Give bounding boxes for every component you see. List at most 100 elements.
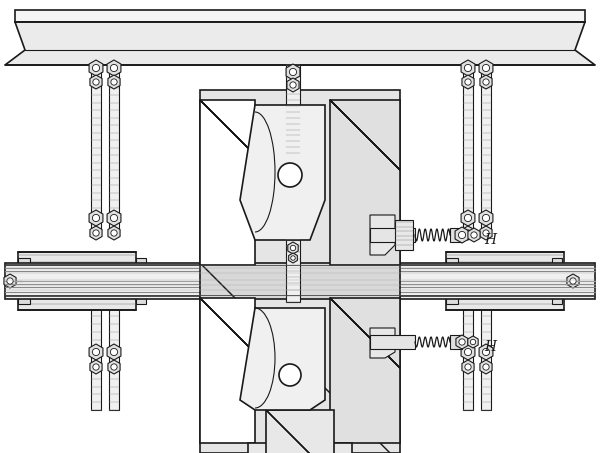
Bar: [446, 258, 458, 304]
Bar: [450, 228, 462, 242]
Polygon shape: [15, 10, 585, 22]
Circle shape: [289, 68, 296, 76]
Bar: [248, 443, 352, 453]
Bar: [91, 285, 101, 410]
Circle shape: [290, 246, 296, 251]
Circle shape: [464, 64, 472, 72]
Circle shape: [111, 79, 117, 85]
Circle shape: [7, 278, 13, 284]
Polygon shape: [287, 78, 299, 92]
Polygon shape: [468, 336, 478, 348]
Circle shape: [464, 214, 472, 222]
Circle shape: [93, 230, 99, 236]
Bar: [91, 65, 101, 230]
Polygon shape: [480, 75, 492, 89]
Circle shape: [465, 364, 471, 370]
Polygon shape: [480, 226, 492, 240]
Polygon shape: [461, 210, 475, 226]
Circle shape: [110, 348, 118, 356]
Polygon shape: [90, 360, 102, 374]
Bar: [370, 335, 415, 349]
Circle shape: [465, 79, 471, 85]
Circle shape: [471, 232, 477, 238]
Bar: [5, 263, 595, 299]
Bar: [200, 100, 255, 265]
Circle shape: [482, 214, 490, 222]
Polygon shape: [89, 60, 103, 76]
Bar: [481, 285, 491, 410]
Polygon shape: [462, 226, 474, 240]
Bar: [18, 258, 30, 304]
Polygon shape: [5, 22, 595, 65]
Circle shape: [92, 64, 100, 72]
Circle shape: [110, 214, 118, 222]
Text: H: H: [484, 233, 496, 247]
Circle shape: [111, 230, 117, 236]
Text: H: H: [484, 340, 496, 354]
Bar: [463, 285, 473, 410]
Polygon shape: [468, 228, 480, 242]
Circle shape: [570, 278, 576, 284]
Polygon shape: [108, 75, 120, 89]
Circle shape: [111, 364, 117, 370]
Circle shape: [464, 348, 472, 356]
Circle shape: [470, 339, 476, 345]
Circle shape: [110, 64, 118, 72]
Bar: [463, 65, 473, 230]
Circle shape: [458, 231, 466, 239]
Polygon shape: [107, 344, 121, 360]
Circle shape: [459, 339, 465, 345]
Polygon shape: [370, 328, 395, 358]
Circle shape: [483, 364, 489, 370]
Circle shape: [93, 79, 99, 85]
Polygon shape: [107, 60, 121, 76]
Circle shape: [93, 364, 99, 370]
Polygon shape: [90, 75, 102, 89]
Polygon shape: [480, 360, 492, 374]
Polygon shape: [89, 210, 103, 226]
Polygon shape: [286, 64, 300, 80]
Circle shape: [483, 230, 489, 236]
Bar: [330, 298, 400, 443]
Polygon shape: [461, 60, 475, 76]
Bar: [18, 252, 136, 310]
Bar: [481, 65, 491, 230]
Circle shape: [92, 348, 100, 356]
Polygon shape: [370, 215, 395, 255]
Circle shape: [465, 230, 471, 236]
Polygon shape: [456, 335, 468, 349]
Bar: [200, 90, 400, 265]
Bar: [286, 65, 300, 153]
Polygon shape: [90, 226, 102, 240]
Circle shape: [290, 82, 296, 88]
Bar: [446, 252, 564, 310]
Polygon shape: [89, 344, 103, 360]
Polygon shape: [107, 210, 121, 226]
Polygon shape: [240, 105, 325, 240]
Polygon shape: [455, 227, 469, 243]
Polygon shape: [479, 344, 493, 360]
Bar: [266, 410, 334, 453]
Polygon shape: [4, 274, 16, 288]
Polygon shape: [240, 308, 325, 410]
Circle shape: [291, 256, 295, 260]
Bar: [109, 285, 119, 410]
Bar: [200, 298, 400, 453]
Polygon shape: [289, 253, 298, 263]
Circle shape: [92, 214, 100, 222]
Bar: [330, 100, 400, 265]
Bar: [395, 220, 413, 250]
Polygon shape: [567, 274, 579, 288]
Bar: [370, 228, 415, 242]
Polygon shape: [108, 360, 120, 374]
Polygon shape: [479, 210, 493, 226]
Circle shape: [482, 64, 490, 72]
Circle shape: [482, 348, 490, 356]
Bar: [286, 240, 300, 302]
Bar: [450, 335, 462, 349]
Circle shape: [483, 79, 489, 85]
Polygon shape: [108, 226, 120, 240]
Polygon shape: [479, 60, 493, 76]
Polygon shape: [462, 360, 474, 374]
Bar: [200, 263, 400, 299]
